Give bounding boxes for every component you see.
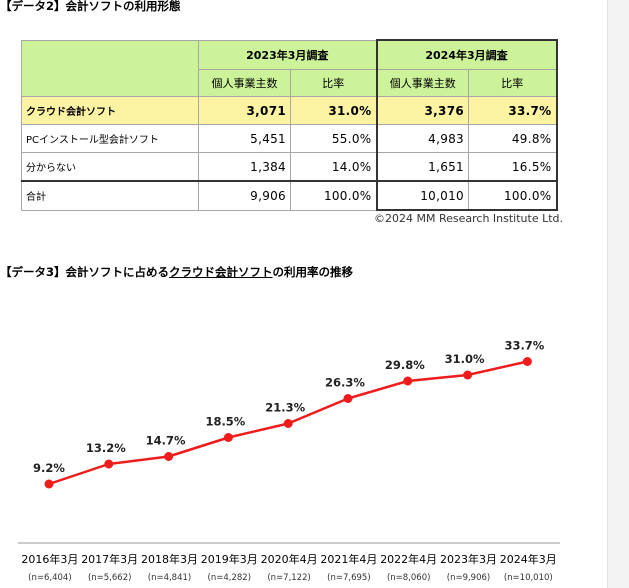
row-label: クラウド会計ソフト <box>21 96 199 125</box>
count-2023: 5,451 <box>198 124 291 153</box>
data-point <box>44 479 54 489</box>
x-tick-label: 2023年3月 <box>440 552 497 566</box>
data-point <box>223 433 233 442</box>
chart-title-suffix: の利用率の推移 <box>272 265 354 279</box>
data-point <box>463 370 473 380</box>
ratio-2024: 16.5% <box>468 152 558 182</box>
count-2024: 3,376 <box>375 96 469 125</box>
ratio-2024: 49.8% <box>468 124 558 153</box>
x-tick-label: 2024年3月 <box>500 552 557 566</box>
scrollbar[interactable] <box>607 0 629 588</box>
header-blank-cell <box>21 39 199 97</box>
table-row: 分からない 1,384 14.0% 1,651 16.5% <box>21 152 558 182</box>
table-row: 合計 9,906 100.0% 10,010 100.0% <box>21 180 558 211</box>
data-label: 13.2% <box>86 441 126 455</box>
sample-size-label: (n=4,282) <box>208 573 251 583</box>
markers-group <box>44 357 532 489</box>
count-2024: 4,983 <box>375 124 469 153</box>
x-tick-label: 2017年3月 <box>81 552 138 566</box>
table-section-title: 【データ2】会計ソフトの利用形態 <box>0 0 181 13</box>
count-2024: 1,651 <box>375 152 469 182</box>
sample-size-label: (n=4,841) <box>148 573 191 583</box>
data-label: 9.2% <box>33 461 65 475</box>
sample-size-label: (n=8,060) <box>387 573 430 583</box>
data-point <box>522 357 532 366</box>
sample-size-label: (n=7,695) <box>327 573 370 583</box>
row-label: 分からない <box>21 152 199 182</box>
data-point <box>403 376 413 386</box>
table-row: クラウド会計ソフト 3,071 31.0% 3,376 33.7% <box>21 96 558 125</box>
count-2023: 9,906 <box>198 180 291 211</box>
ratio-2023: 55.0% <box>290 124 377 153</box>
chart-section-title: 【データ3】会計ソフトに占めるクラウド会計ソフトの利用率の推移 <box>0 264 353 280</box>
sample-size-label: (n=10,010) <box>504 573 553 583</box>
sample-size-label: (n=6,404) <box>28 573 71 583</box>
data-label: 26.3% <box>325 376 365 390</box>
data-label: 31.0% <box>445 352 485 366</box>
data-label: 33.7% <box>504 339 544 353</box>
data-label: 14.7% <box>146 434 186 448</box>
x-labels-group: 2016年3月 (n=6,404) 2017年3月 (n=5,662) 2018年3月 (… <box>21 552 556 583</box>
data-point <box>283 419 293 428</box>
usage-table: 2023年3月調査 2024年3月調査 個人事業主数 比率 個人事業主数 比率 … <box>21 39 558 211</box>
row-label: 合計 <box>21 180 199 211</box>
header-count-2024: 個人事業主数 <box>375 69 469 97</box>
x-tick-label: 2019年3月 <box>201 552 258 566</box>
ratio-2023: 14.0% <box>290 152 377 182</box>
x-tick-label: 2020年4月 <box>261 552 318 566</box>
row-label: PCインストール型会計ソフト <box>21 124 199 153</box>
header-2024: 2024年3月調査 <box>375 39 558 70</box>
x-tick-label: 2016年3月 <box>21 552 78 566</box>
ratio-2023: 100.0% <box>290 180 377 211</box>
copyright-text: ©2024 MM Research Institute Ltd. <box>374 212 564 225</box>
header-ratio-2024: 比率 <box>468 69 558 97</box>
data-point <box>343 394 353 403</box>
header-2023: 2023年3月調査 <box>198 39 377 70</box>
count-2024: 10,010 <box>375 180 469 211</box>
table-row: PCインストール型会計ソフト 5,451 55.0% 4,983 49.8% <box>21 124 558 153</box>
count-2023: 1,384 <box>198 152 291 182</box>
sample-size-label: (n=9,906) <box>447 573 490 583</box>
cloud-usage-line-chart: 9.2% 13.2% 14.7% 18.5% 21.3% 26.3% 29.8% 31.0% 3… <box>18 339 560 583</box>
ratio-2024: 33.7% <box>468 96 558 125</box>
x-tick-label: 2021年4月 <box>320 552 377 566</box>
data-point <box>164 452 174 461</box>
data-point <box>104 459 114 469</box>
cloud-accounting-link[interactable]: クラウド会計ソフト <box>169 265 273 279</box>
data-label: 29.8% <box>385 358 425 372</box>
x-tick-label: 2022年4月 <box>380 552 437 566</box>
data-label: 18.5% <box>205 415 245 429</box>
data-label: 21.3% <box>265 401 305 415</box>
count-2023: 3,071 <box>198 96 291 125</box>
sample-size-label: (n=5,662) <box>88 573 131 583</box>
ratio-2023: 31.0% <box>290 96 377 125</box>
value-labels-group: 9.2% 13.2% 14.7% 18.5% 21.3% 26.3% 29.8% 31.0% 3… <box>33 339 545 476</box>
header-count-2023: 個人事業主数 <box>198 69 291 97</box>
chart-title-prefix: 【データ3】会計ソフトに占める <box>0 265 169 279</box>
ratio-2024: 100.0% <box>468 180 558 211</box>
x-tick-label: 2018年3月 <box>141 552 198 566</box>
sample-size-label: (n=7,122) <box>267 573 310 583</box>
header-ratio-2023: 比率 <box>290 69 377 97</box>
